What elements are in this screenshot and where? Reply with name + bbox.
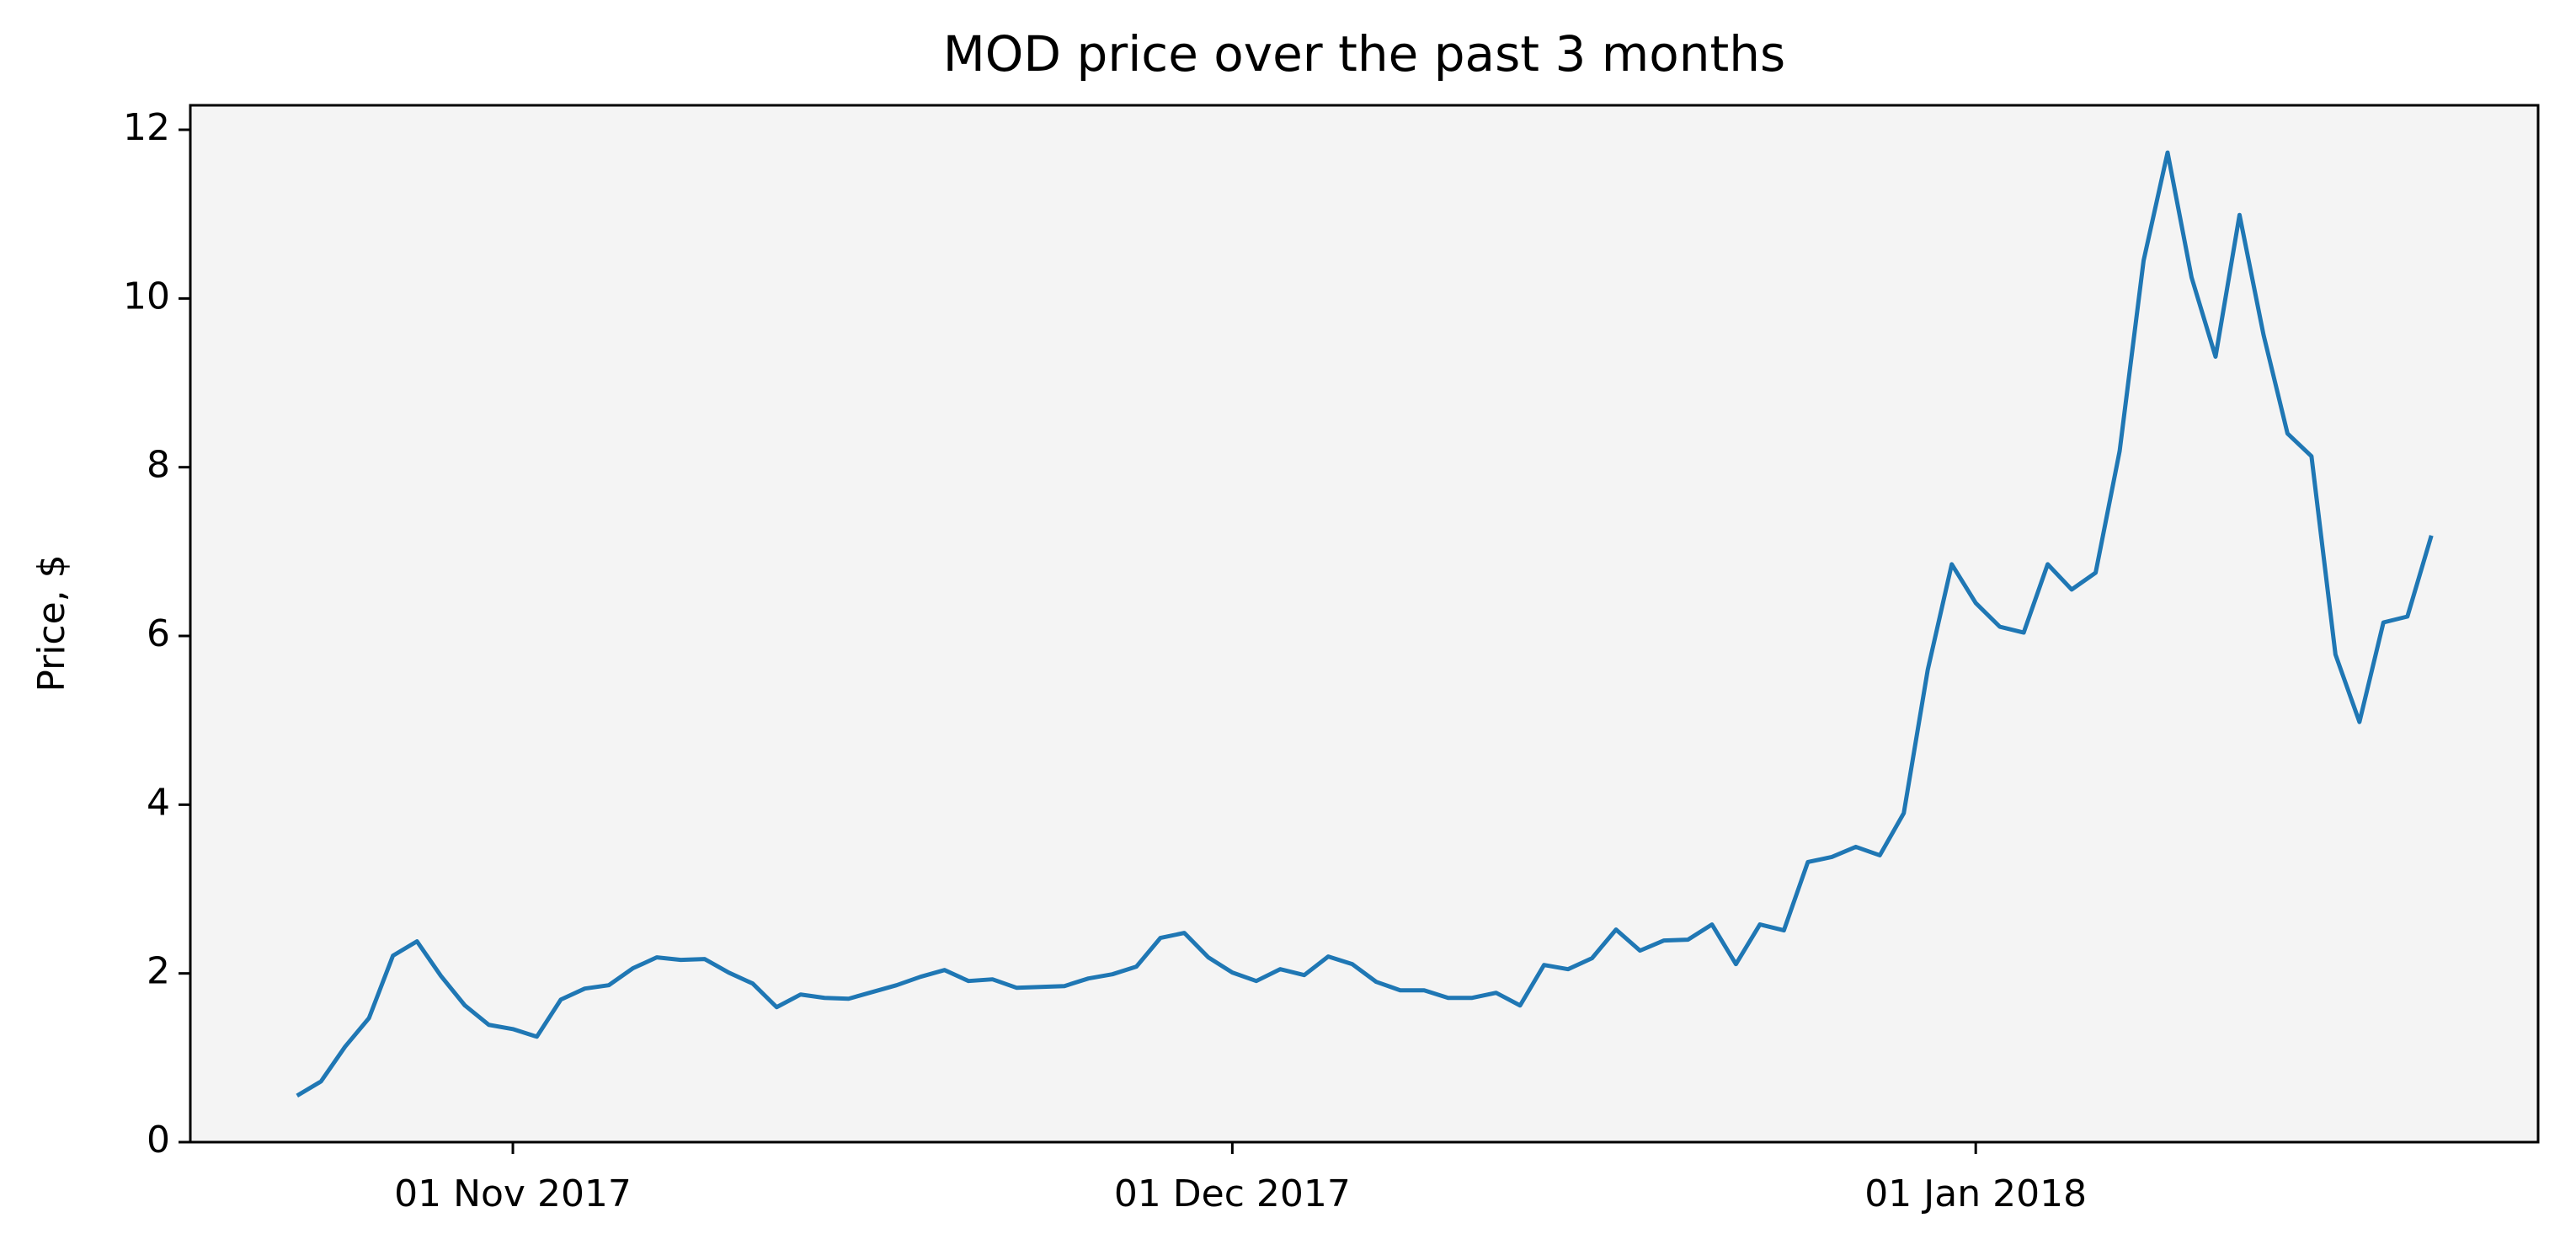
axes-frame	[189, 104, 2540, 1144]
plot-area	[190, 105, 2538, 1142]
y-axis-label: Price, $	[30, 554, 73, 692]
chart-title: MOD price over the past 3 months	[943, 25, 1786, 83]
x-tick-label: 01 Dec 2017	[1114, 1172, 1351, 1215]
x-tick-label: 01 Jan 2018	[1864, 1172, 2087, 1215]
x-tick-label: 01 Nov 2017	[394, 1172, 632, 1215]
price-line	[296, 150, 2434, 1098]
y-tick-label: 0	[147, 1119, 170, 1162]
y-tick-label: 12	[123, 106, 170, 149]
y-tick-label: 2	[147, 950, 170, 993]
y-tick-label: 8	[147, 444, 170, 487]
y-tick-label: 4	[147, 781, 170, 824]
y-tick-label: 6	[147, 612, 170, 655]
y-tick-label: 10	[123, 275, 170, 318]
